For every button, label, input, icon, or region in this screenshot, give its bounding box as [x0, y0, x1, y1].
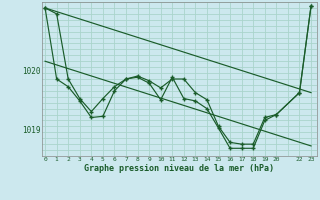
- X-axis label: Graphe pression niveau de la mer (hPa): Graphe pression niveau de la mer (hPa): [84, 164, 274, 173]
